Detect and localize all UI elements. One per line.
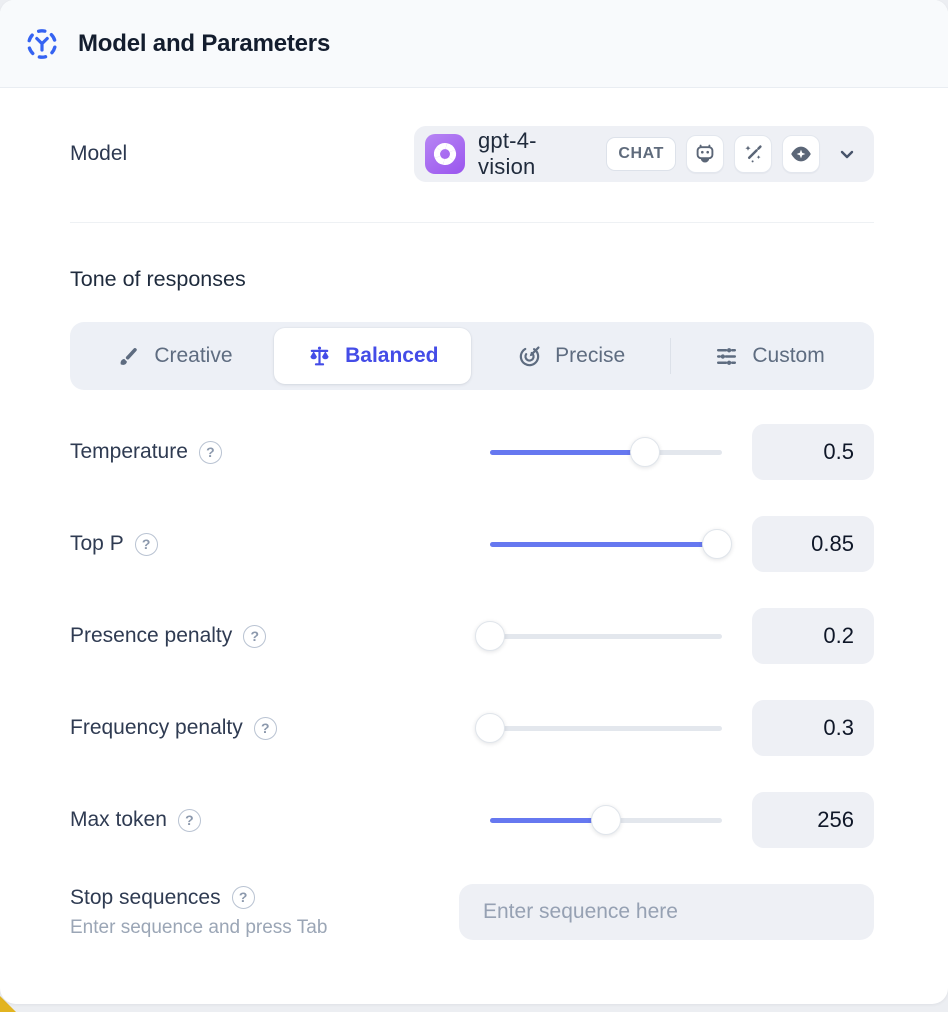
help-icon[interactable]: ? <box>243 624 267 648</box>
openai-logo <box>425 134 465 174</box>
model-row: Model gpt-4-vision CHAT <box>70 126 874 182</box>
model-label: Model <box>70 142 128 165</box>
param-label: Frequency penalty <box>70 716 243 739</box>
param-row: Top P ? 0.85 <box>70 516 874 572</box>
tone-option-label: Balanced <box>345 344 439 367</box>
model-mesh-icon <box>23 25 61 63</box>
stop-sequences-row: Stop sequences ? Enter sequence and pres… <box>70 884 874 940</box>
target-icon <box>517 344 542 369</box>
slider-track[interactable] <box>490 633 722 639</box>
paintbrush-icon <box>116 344 141 369</box>
param-value[interactable]: 256 <box>752 792 874 848</box>
slider-track[interactable] <box>490 725 722 731</box>
param-label: Top P <box>70 532 124 555</box>
help-icon[interactable]: ? <box>198 440 222 464</box>
sliders-icon <box>714 344 739 369</box>
param-value[interactable]: 0.85 <box>752 516 874 572</box>
tone-option-label: Creative <box>154 344 233 367</box>
parameter-list: Temperature ? 0.5 Top P ? 0.85 Presence … <box>70 424 874 848</box>
slider-fill <box>490 817 606 823</box>
tone-option-custom[interactable]: Custom <box>671 328 868 384</box>
chevron-down-icon <box>835 142 859 166</box>
param-row: Temperature ? 0.5 <box>70 424 874 480</box>
help-icon[interactable]: ? <box>231 886 255 909</box>
chat-type-badge: CHAT <box>606 137 676 171</box>
slider-fill <box>490 449 646 455</box>
param-row: Frequency penalty ? 0.3 <box>70 700 874 756</box>
stop-sequence-input[interactable] <box>459 884 874 940</box>
param-slider[interactable] <box>490 437 722 467</box>
segment-divider <box>669 338 672 374</box>
tone-option-precise[interactable]: Precise <box>473 328 670 384</box>
panel-header: Model and Parameters <box>0 0 948 88</box>
param-row: Presence penalty ? 0.2 <box>70 608 874 664</box>
slider-thumb[interactable] <box>591 805 621 835</box>
tone-option-label: Custom <box>752 344 825 367</box>
vision-eye-icon <box>782 135 820 173</box>
help-icon[interactable]: ? <box>134 532 158 556</box>
section-divider <box>70 222 874 223</box>
slider-thumb[interactable] <box>630 437 661 467</box>
model-select-dropdown[interactable]: gpt-4-vision CHAT <box>414 126 874 182</box>
model-name: gpt-4-vision <box>478 128 537 179</box>
param-value[interactable]: 0.5 <box>752 424 874 480</box>
panel-title: Model and Parameters <box>78 29 331 57</box>
param-slider[interactable] <box>490 529 733 559</box>
param-value[interactable]: 0.3 <box>752 700 874 756</box>
tone-section-title: Tone of responses <box>70 267 246 291</box>
help-icon[interactable]: ? <box>177 808 201 832</box>
slider-thumb[interactable] <box>702 529 733 559</box>
help-icon[interactable]: ? <box>253 716 277 740</box>
param-label: Presence penalty <box>70 624 233 647</box>
param-row: Max token ? 256 <box>70 792 874 848</box>
param-label: Temperature <box>70 440 188 463</box>
param-value[interactable]: 0.2 <box>752 608 874 664</box>
scale-icon <box>307 344 332 369</box>
stop-sequences-label: Stop sequences <box>70 885 221 909</box>
slider-thumb[interactable] <box>475 621 505 651</box>
slider-thumb[interactable] <box>475 713 505 743</box>
tone-option-balanced[interactable]: Balanced <box>274 328 472 384</box>
slider-fill <box>490 541 718 547</box>
param-slider[interactable] <box>475 621 722 651</box>
tone-segmented-control: Creative Balanced Precise Custom <box>70 322 874 390</box>
param-slider[interactable] <box>475 713 722 743</box>
param-slider[interactable] <box>490 805 722 835</box>
tone-option-label: Precise <box>555 344 626 367</box>
robot-icon <box>686 135 724 173</box>
param-label: Max token <box>70 808 167 831</box>
tone-option-creative[interactable]: Creative <box>76 328 273 384</box>
stop-sequences-helper: Enter sequence and press Tab <box>70 916 328 938</box>
magic-wand-icon <box>734 135 772 173</box>
